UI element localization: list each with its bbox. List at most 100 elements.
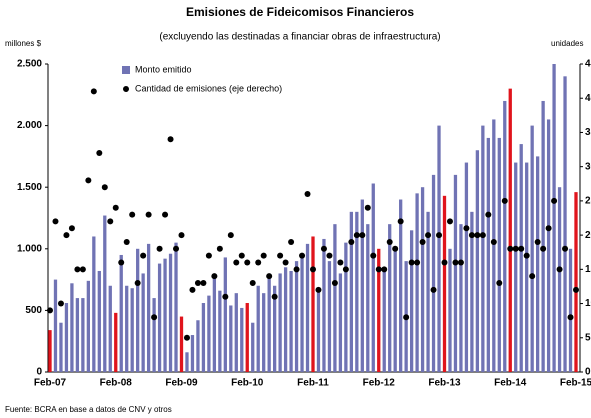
dot <box>496 280 503 287</box>
bar <box>240 307 244 372</box>
dot <box>183 334 190 341</box>
bar <box>157 263 162 372</box>
dot <box>238 252 245 259</box>
bar <box>256 285 260 372</box>
dot <box>457 259 464 266</box>
x-tick-label: Feb-11 <box>297 378 329 389</box>
dot <box>403 314 410 321</box>
x-tick-label: Feb-10 <box>231 378 264 389</box>
bar <box>574 192 578 372</box>
bar <box>453 174 458 372</box>
dot <box>573 286 579 293</box>
bar <box>300 253 304 372</box>
bar <box>503 100 507 373</box>
dot <box>485 211 492 218</box>
dot <box>227 232 234 239</box>
dot <box>392 245 399 252</box>
dot <box>507 245 514 252</box>
dot <box>47 307 53 314</box>
dot <box>68 225 75 232</box>
bar <box>136 248 140 372</box>
dot <box>342 266 349 273</box>
legend-label: Monto emitido <box>135 64 192 74</box>
dot <box>523 252 530 259</box>
bar <box>92 236 96 372</box>
bar <box>196 320 200 372</box>
bar <box>53 279 58 372</box>
bar <box>59 322 63 372</box>
dot <box>151 314 158 321</box>
bar <box>48 330 52 372</box>
bar <box>568 248 573 372</box>
bar <box>103 215 107 372</box>
bar <box>273 285 277 372</box>
dot <box>57 300 64 307</box>
bar <box>459 224 463 372</box>
dot <box>375 266 382 273</box>
dot <box>118 259 125 266</box>
bar <box>86 280 90 372</box>
bar <box>355 211 359 372</box>
bar <box>426 211 430 372</box>
dot <box>145 211 152 218</box>
bar <box>366 224 370 372</box>
y2-tick-label: 15 <box>585 264 591 275</box>
bar <box>420 187 425 372</box>
y-tick-label: 500 <box>25 305 42 316</box>
dot <box>310 266 316 273</box>
dot <box>545 225 552 232</box>
bar <box>481 125 485 372</box>
bar <box>168 253 173 372</box>
bar <box>174 242 178 372</box>
y2-tick-label: 40 <box>585 93 591 104</box>
dot <box>518 245 525 252</box>
bar <box>245 303 249 372</box>
dot <box>178 232 185 239</box>
dot <box>205 252 212 259</box>
bar <box>486 137 490 372</box>
y-tick-label: 2.000 <box>17 120 42 131</box>
y2-tick-label: 10 <box>585 298 591 309</box>
bar <box>514 162 518 372</box>
dot <box>134 280 141 287</box>
dot <box>556 266 563 273</box>
bar <box>525 162 529 372</box>
bar <box>557 187 562 372</box>
bar <box>470 211 474 372</box>
dot <box>260 252 267 259</box>
y2-tick-label: 5 <box>585 332 591 343</box>
bar <box>218 290 222 372</box>
bar <box>289 270 293 372</box>
dot <box>419 238 426 245</box>
dot <box>96 149 103 156</box>
dot <box>425 232 432 239</box>
bar <box>201 303 206 372</box>
bar <box>497 137 501 372</box>
bar <box>377 248 381 372</box>
dot <box>299 252 306 259</box>
bar <box>294 261 299 372</box>
dot <box>540 245 547 252</box>
dot <box>112 204 119 211</box>
legend-swatch <box>122 66 130 74</box>
bar <box>464 162 469 372</box>
bar <box>322 238 326 372</box>
y2-tick-label: 35 <box>585 127 591 138</box>
bar <box>382 267 386 372</box>
chart-title: Emisiones de Fideicomisos Financieros <box>186 5 414 19</box>
dot <box>255 259 262 266</box>
bar <box>519 144 523 372</box>
dot <box>474 232 481 239</box>
dot <box>74 266 81 273</box>
dot <box>249 280 256 287</box>
bar <box>229 305 233 372</box>
bar <box>448 248 452 372</box>
bar <box>563 76 567 372</box>
bar <box>388 224 392 372</box>
dot <box>490 238 497 245</box>
bar <box>114 312 118 372</box>
dot <box>293 266 300 273</box>
dot <box>222 293 229 300</box>
dot <box>288 238 295 245</box>
